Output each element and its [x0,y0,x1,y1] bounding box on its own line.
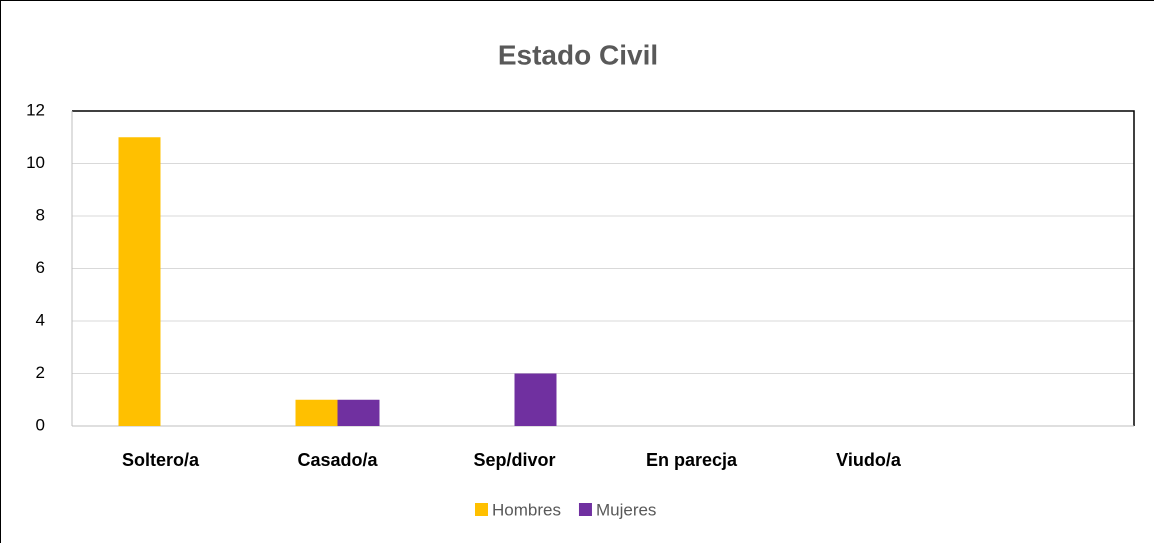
chart-title: Estado Civil [498,39,658,70]
bar [118,137,161,426]
y-tick-label: 2 [36,363,45,382]
legend-swatch [475,503,488,516]
x-tick-label: En parecja [646,450,738,470]
bar [295,399,338,426]
x-tick-label: Sep/divor [473,450,555,470]
legend-label: Mujeres [596,500,656,519]
x-tick-label: Soltero/a [122,450,200,470]
x-tick-label: Viudo/a [836,450,902,470]
y-tick-label: 10 [26,153,45,172]
y-tick-label: 4 [36,310,45,329]
plot-border [72,110,1135,426]
y-tick-label: 0 [36,415,45,434]
y-tick-label: 6 [36,258,45,277]
bar [514,373,557,426]
legend-label: Hombres [492,500,561,519]
y-tick-label: 12 [26,100,45,119]
y-tick-label: 8 [36,205,45,224]
x-tick-label: Casado/a [297,450,378,470]
bar [337,399,380,426]
legend-swatch [578,503,592,516]
